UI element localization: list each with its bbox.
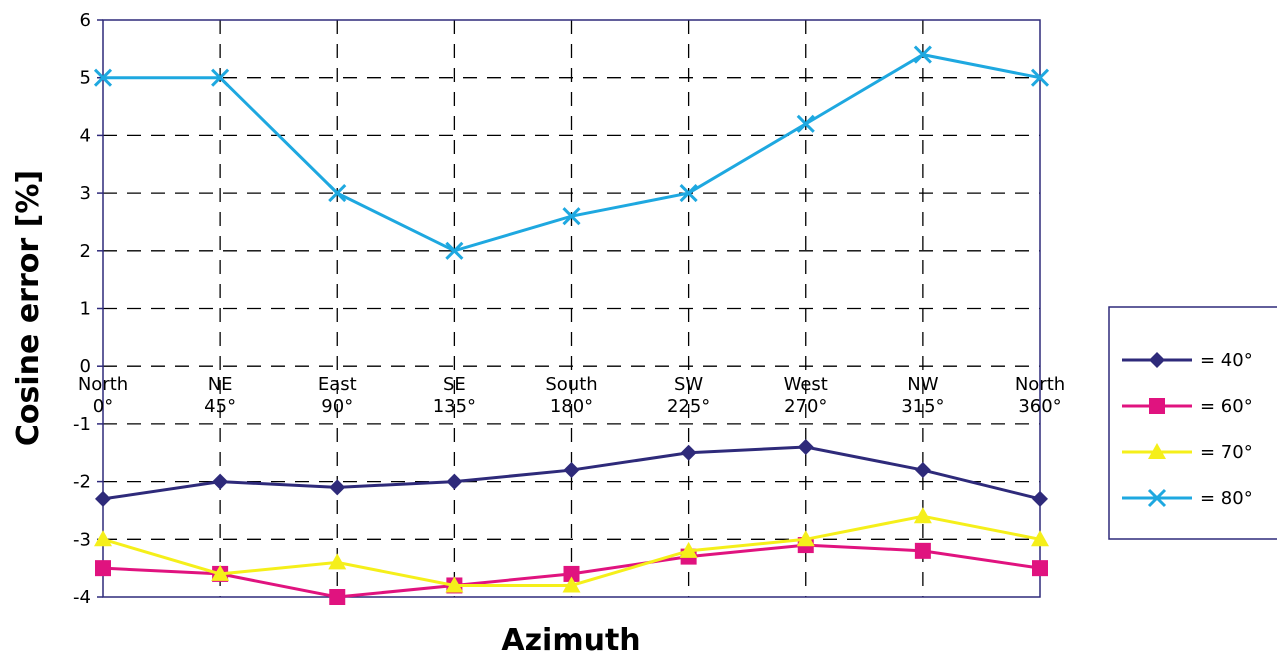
legend-label: = 80° [1200, 488, 1253, 509]
x-tick-degree-label: 225° [667, 396, 710, 417]
legend-entry: = 70° [1122, 442, 1253, 463]
data-point [562, 576, 581, 593]
data-point [680, 444, 697, 461]
y-tick-label: -1 [73, 414, 91, 435]
legend-marker [1148, 443, 1166, 459]
x-tick-label: NW [907, 374, 938, 395]
x-tick-label: West [784, 374, 828, 395]
y-tick-label: 6 [80, 10, 91, 31]
data-point [796, 114, 815, 133]
x-axis-title: Azimuth [501, 623, 640, 658]
y-tick-label: 5 [80, 68, 91, 89]
data-point [328, 184, 347, 203]
x-tick-label: SW [674, 374, 703, 395]
legend-marker [1147, 488, 1167, 508]
y-tick-label: -2 [73, 472, 91, 493]
legend-marker [1149, 352, 1165, 368]
data-point [445, 576, 464, 593]
x-tick-degree-label: 135° [433, 396, 476, 417]
data-point [1031, 530, 1049, 547]
data-point [679, 184, 698, 203]
series-triangle [94, 507, 1049, 593]
legend-marker [1149, 398, 1165, 414]
x-tick-label: NE [208, 374, 233, 395]
legend-label: = 70° [1200, 442, 1253, 463]
legend-entry: = 40° [1122, 350, 1253, 371]
data-point [329, 589, 346, 605]
y-tick-label: 1 [80, 299, 91, 320]
data-point [796, 530, 815, 547]
data-point [211, 564, 230, 581]
legend-entry: = 60° [1122, 396, 1253, 417]
data-point [913, 45, 932, 64]
data-point [914, 462, 931, 479]
legend-label: = 60° [1200, 396, 1253, 417]
data-point [562, 207, 581, 226]
y-tick-label: 4 [80, 125, 91, 146]
x-tick-label: North [1015, 374, 1065, 395]
data-point [212, 473, 229, 490]
y-tick-label: 2 [80, 241, 91, 262]
x-tick-degree-label: 270° [784, 396, 827, 417]
data-point [1030, 68, 1050, 87]
data-point [1032, 490, 1048, 507]
x-tick-label: North [78, 374, 128, 395]
data-point [93, 68, 113, 87]
x-tick-degree-label: 90° [321, 396, 353, 417]
data-point [913, 507, 932, 524]
series-layer [93, 45, 1050, 605]
data-point [95, 560, 111, 577]
data-point [1032, 560, 1048, 577]
x-tick-label: East [318, 374, 357, 395]
y-tick-label: -3 [73, 529, 91, 550]
x-tick-label: South [545, 374, 597, 395]
x-tick-degree-label: 315° [901, 396, 944, 417]
data-point [446, 473, 463, 490]
data-point [211, 68, 230, 87]
series-x [93, 45, 1050, 260]
y-axis-ticks: 6 5 4 3 2 1 0 -1 -2 -3 -4 [73, 10, 103, 608]
data-point [94, 530, 112, 547]
y-tick-label: 0 [80, 356, 91, 377]
data-point [95, 490, 111, 507]
grid [103, 20, 1040, 597]
data-point [329, 479, 346, 496]
data-point [563, 462, 580, 479]
series-diamond [95, 438, 1048, 507]
y-tick-label: 3 [80, 183, 91, 204]
data-point [563, 565, 580, 582]
data-point [914, 542, 931, 559]
x-tick-label: SE [443, 374, 466, 395]
x-tick-degree-label: 360° [1018, 396, 1061, 417]
legend-entry: = 80° [1122, 488, 1253, 509]
x-tick-degree-label: 180° [550, 396, 593, 417]
y-axis-title: Cosine error [%] [11, 170, 46, 446]
data-point [797, 438, 814, 455]
data-point [445, 241, 464, 260]
legend: = 40° = 60° = 70° = 80° [1108, 306, 1277, 540]
x-tick-degree-label: 0° [93, 396, 113, 417]
legend-frame [1108, 306, 1277, 540]
legend-label: = 40° [1200, 350, 1253, 371]
data-point [328, 553, 347, 570]
x-tick-degree-label: 45° [204, 396, 236, 417]
x-axis-ticks: North0°NE45°East90°SE135°South180°SW225°… [78, 374, 1065, 417]
data-point [679, 541, 698, 558]
y-tick-label: -4 [73, 587, 91, 608]
